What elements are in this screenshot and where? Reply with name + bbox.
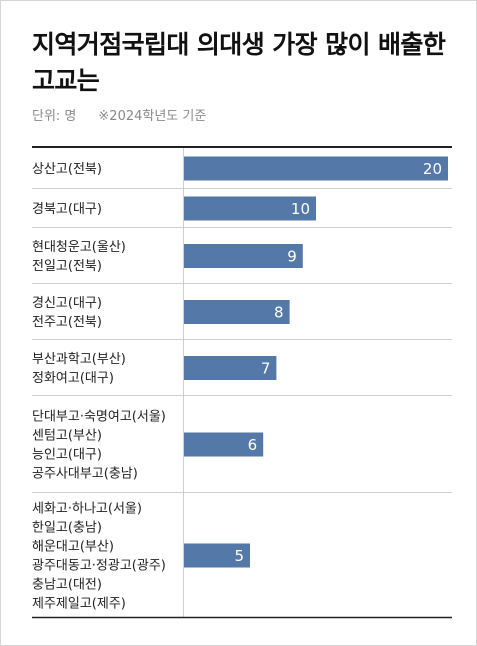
bar-value-label: 5 (234, 547, 244, 565)
category-label: 정화여고(대구) (32, 371, 114, 386)
chart-title: 지역거점국립대 의대생 가장 많이 배출한 고교는 (32, 30, 446, 95)
category-label: 해운대고(부산) (32, 540, 114, 555)
category-label: 세화고·하나고(서울) (32, 502, 142, 517)
category-label: 부산과학고(부산) (32, 352, 126, 367)
category-label: 센텀고(부산) (32, 429, 102, 444)
bar-value-label: 8 (274, 304, 284, 322)
unit-note: 단위: 명 (32, 109, 77, 124)
bar-value-label: 9 (287, 248, 297, 266)
bar (184, 196, 316, 221)
category-label: 단대부고·숙명여고(서울) (32, 410, 166, 425)
bar (184, 244, 303, 268)
year-note: ※2024학년도 기준 (98, 109, 207, 124)
category-label: 제주제일고(제주) (32, 597, 126, 612)
category-label: 능인고(대구) (32, 448, 102, 463)
bar (184, 356, 277, 380)
bar (184, 300, 290, 324)
bar-value-label: 6 (248, 436, 258, 454)
category-label: 광주대동고·정광고(광주) (32, 559, 166, 574)
chart-note: 단위: 명 ※2024학년도 기준 (32, 105, 206, 124)
category-label: 현대청운고(울산) (32, 240, 126, 255)
bar (184, 432, 264, 457)
bar-value-label: 7 (261, 360, 271, 378)
bar-value-label: 10 (291, 200, 310, 218)
category-label: 전주고(전북) (32, 315, 102, 330)
bar-value-label: 20 (423, 160, 442, 178)
bar (184, 156, 448, 181)
top-rule (32, 146, 452, 148)
bar (184, 543, 250, 568)
category-label: 전일고(전북) (32, 259, 102, 274)
category-label: 공주사대부고(충남) (32, 467, 138, 482)
category-label: 충남고(대전) (32, 578, 102, 593)
category-label: 경북고(대구) (32, 202, 102, 217)
category-label: 한일고(충남) (32, 521, 102, 536)
category-label: 경신고(대구) (32, 296, 102, 311)
category-label: 상산고(전북) (32, 162, 102, 177)
